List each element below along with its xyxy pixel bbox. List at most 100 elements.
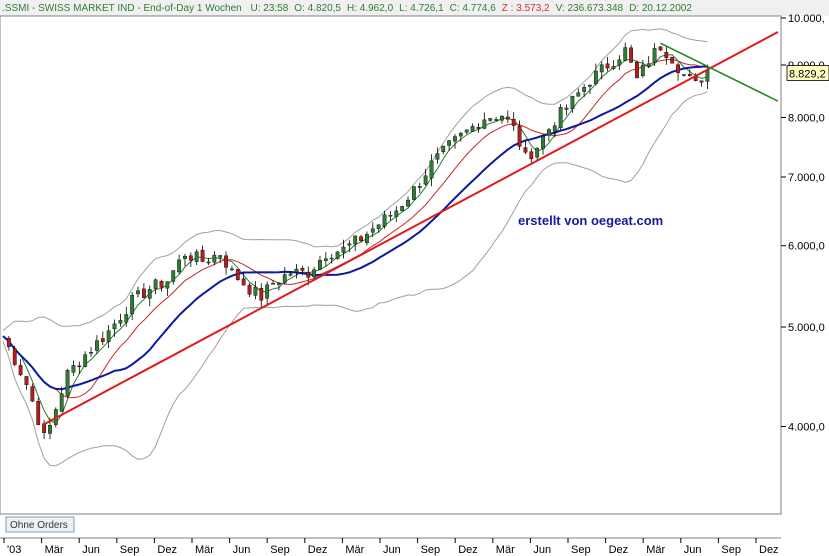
ma-long-line bbox=[2, 65, 708, 391]
y-tick-label: 5.000,0 bbox=[788, 322, 825, 334]
candle bbox=[464, 129, 469, 135]
candle bbox=[335, 251, 340, 260]
candle bbox=[400, 205, 405, 212]
header-text: .SSMI - SWISS MARKET IND - End-of-Day 1 … bbox=[2, 3, 692, 14]
y-tick-label: 7.000,0 bbox=[788, 172, 825, 184]
candle bbox=[276, 281, 281, 291]
candle bbox=[541, 134, 545, 155]
candle bbox=[183, 253, 187, 267]
candle bbox=[470, 123, 475, 132]
candle bbox=[112, 319, 117, 337]
candle bbox=[558, 104, 563, 131]
header-field: V: 236.673.348 bbox=[556, 3, 624, 14]
header-field: H: 4.962,0 bbox=[347, 3, 394, 14]
resistance-trend-line bbox=[660, 42, 779, 102]
header-symbol: .SSMI - SWISS MARKET IND - End-of-Day 1 … bbox=[2, 3, 242, 14]
watermark: erstellt von oegeat.com bbox=[518, 213, 663, 228]
candle bbox=[323, 252, 328, 267]
x-tick-label: Jun bbox=[82, 544, 100, 556]
candle bbox=[235, 269, 240, 281]
x-tick-label: Sep bbox=[270, 544, 290, 556]
candle bbox=[658, 46, 663, 52]
candle bbox=[623, 42, 628, 62]
candle bbox=[159, 279, 164, 292]
y-ticks: 4.000,05.000,06.000,07.000,08.000,09.000… bbox=[781, 13, 825, 433]
x-tick-label: Dez bbox=[759, 544, 779, 556]
candle bbox=[406, 196, 410, 207]
bollinger-lower bbox=[2, 91, 708, 467]
candle bbox=[505, 110, 510, 123]
candle bbox=[458, 132, 463, 142]
candle bbox=[212, 251, 217, 265]
candle bbox=[136, 286, 140, 298]
candle bbox=[177, 254, 181, 274]
x-tick-label: Mär bbox=[195, 544, 214, 556]
candle bbox=[65, 368, 70, 399]
candle bbox=[412, 185, 416, 201]
y-tick-label: 8.000,0 bbox=[788, 112, 825, 124]
candle bbox=[329, 253, 334, 264]
x-tick-label: Sep bbox=[571, 544, 591, 556]
candle bbox=[83, 351, 88, 368]
candle bbox=[165, 281, 170, 296]
candle bbox=[646, 56, 651, 69]
candle bbox=[253, 281, 258, 300]
candle bbox=[611, 60, 616, 71]
candle bbox=[588, 84, 592, 95]
header-field: L: 4.726,1 bbox=[399, 3, 444, 14]
candle bbox=[141, 283, 146, 299]
candle bbox=[89, 346, 93, 357]
candle bbox=[188, 252, 193, 267]
x-tick-label: Sep bbox=[120, 544, 140, 556]
x-tick-label: Mär bbox=[646, 544, 665, 556]
x-tick-label: Dez bbox=[609, 544, 629, 556]
candle bbox=[353, 235, 358, 252]
candle bbox=[171, 270, 176, 285]
plot-area[interactable] bbox=[0, 15, 782, 515]
candle bbox=[482, 112, 487, 130]
x-tick-label: Dez bbox=[157, 544, 177, 556]
candle bbox=[476, 123, 481, 133]
candle bbox=[241, 271, 246, 286]
candle bbox=[552, 122, 557, 138]
candle bbox=[147, 285, 152, 307]
header-field: O: 4.820,5 bbox=[294, 3, 341, 14]
candle bbox=[417, 182, 422, 193]
candle bbox=[511, 112, 516, 132]
candle bbox=[570, 95, 575, 113]
candle bbox=[318, 255, 322, 271]
ohne-orders-label: Ohne Orders bbox=[10, 520, 68, 531]
candle bbox=[370, 222, 375, 238]
candle bbox=[593, 63, 598, 86]
ohne-orders-button[interactable]: Ohne Orders bbox=[5, 516, 75, 533]
x-tick-label: Mär bbox=[496, 544, 515, 556]
candle bbox=[12, 345, 17, 367]
header-field: U: 23:58 bbox=[250, 3, 288, 14]
candle bbox=[271, 279, 275, 285]
candle bbox=[24, 376, 29, 390]
candle bbox=[118, 313, 123, 327]
x-tick-label: Sep bbox=[721, 544, 741, 556]
candle bbox=[200, 245, 205, 263]
candle bbox=[153, 278, 158, 295]
candle bbox=[682, 74, 686, 77]
candle bbox=[582, 83, 587, 98]
candle bbox=[382, 210, 387, 229]
support-trend-line bbox=[43, 31, 779, 426]
header-field: Z : 3.573,2 bbox=[502, 3, 550, 14]
candle bbox=[100, 331, 105, 346]
candle bbox=[388, 211, 393, 221]
header-field: C: 4.774,6 bbox=[450, 3, 497, 14]
candle bbox=[18, 359, 23, 377]
last-value-text: 8.829,2 bbox=[789, 69, 826, 81]
candle bbox=[640, 60, 645, 78]
candle bbox=[547, 127, 551, 142]
candle bbox=[30, 383, 35, 402]
candle bbox=[224, 251, 228, 275]
last-value-box bbox=[786, 65, 829, 81]
candle bbox=[288, 271, 293, 277]
candle bbox=[359, 234, 363, 243]
bollinger-bands bbox=[2, 28, 708, 467]
candle bbox=[523, 141, 528, 155]
